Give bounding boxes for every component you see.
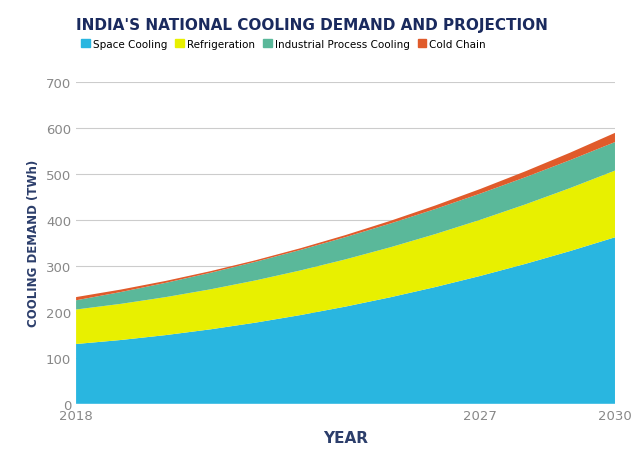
Y-axis label: COOLING DEMAND (TWh): COOLING DEMAND (TWh) [27, 160, 41, 327]
Legend: Space Cooling, Refrigeration, Industrial Process Cooling, Cold Chain: Space Cooling, Refrigeration, Industrial… [81, 39, 486, 50]
X-axis label: YEAR: YEAR [323, 430, 368, 445]
Text: INDIA'S NATIONAL COOLING DEMAND AND PROJECTION: INDIA'S NATIONAL COOLING DEMAND AND PROJ… [76, 18, 548, 33]
